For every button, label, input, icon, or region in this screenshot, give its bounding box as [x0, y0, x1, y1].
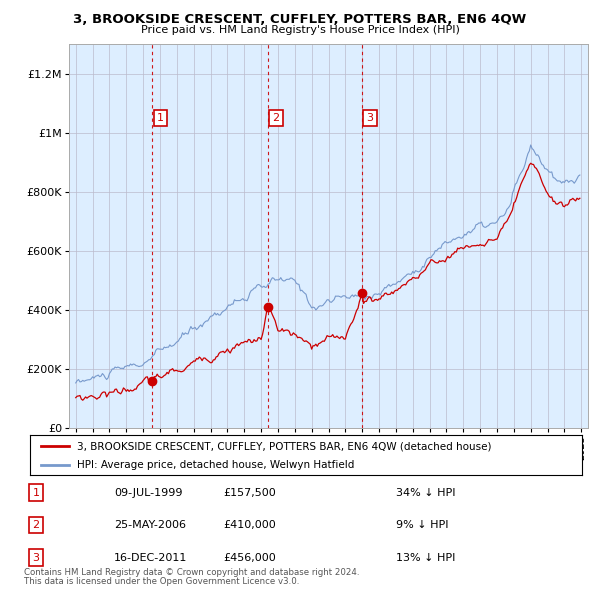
Text: 3: 3	[367, 113, 374, 123]
Text: 2: 2	[32, 520, 40, 530]
Text: £157,500: £157,500	[223, 488, 276, 497]
Text: 3: 3	[32, 553, 40, 562]
Text: Price paid vs. HM Land Registry's House Price Index (HPI): Price paid vs. HM Land Registry's House …	[140, 25, 460, 35]
Text: 16-DEC-2011: 16-DEC-2011	[114, 553, 187, 562]
Text: 09-JUL-1999: 09-JUL-1999	[114, 488, 182, 497]
Text: 34% ↓ HPI: 34% ↓ HPI	[396, 488, 455, 497]
Text: 13% ↓ HPI: 13% ↓ HPI	[396, 553, 455, 562]
Text: 25-MAY-2006: 25-MAY-2006	[114, 520, 186, 530]
Text: 3, BROOKSIDE CRESCENT, CUFFLEY, POTTERS BAR, EN6 4QW: 3, BROOKSIDE CRESCENT, CUFFLEY, POTTERS …	[73, 13, 527, 26]
Text: £456,000: £456,000	[223, 553, 276, 562]
Text: 1: 1	[157, 113, 164, 123]
Text: £410,000: £410,000	[223, 520, 276, 530]
Text: This data is licensed under the Open Government Licence v3.0.: This data is licensed under the Open Gov…	[24, 577, 299, 586]
Text: HPI: Average price, detached house, Welwyn Hatfield: HPI: Average price, detached house, Welw…	[77, 460, 354, 470]
Text: 2: 2	[272, 113, 280, 123]
Text: Contains HM Land Registry data © Crown copyright and database right 2024.: Contains HM Land Registry data © Crown c…	[24, 568, 359, 577]
Text: 1: 1	[32, 488, 40, 497]
Text: 9% ↓ HPI: 9% ↓ HPI	[396, 520, 449, 530]
Text: 3, BROOKSIDE CRESCENT, CUFFLEY, POTTERS BAR, EN6 4QW (detached house): 3, BROOKSIDE CRESCENT, CUFFLEY, POTTERS …	[77, 441, 491, 451]
